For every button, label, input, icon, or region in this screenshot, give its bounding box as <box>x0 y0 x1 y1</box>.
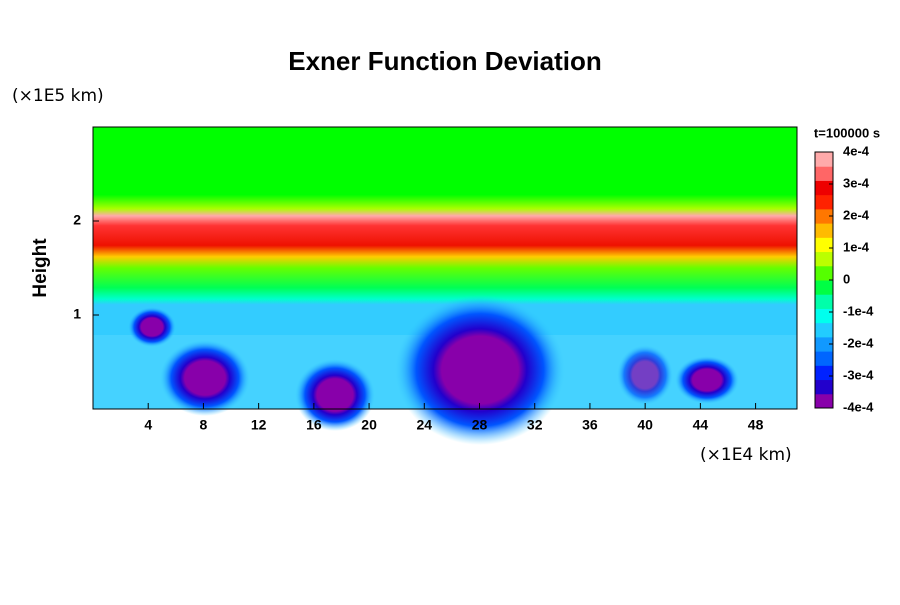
colorbar-tick-label: 1e-4 <box>843 239 870 254</box>
y-axis-label: Height <box>30 238 51 298</box>
colorbar-band <box>815 180 833 196</box>
field-low <box>295 359 375 431</box>
colorbar-band <box>815 322 833 338</box>
colorbar-tick-label: 3e-4 <box>843 175 870 190</box>
colorbar-band <box>815 265 833 281</box>
colorbar-tick-label: 2e-4 <box>843 207 870 222</box>
colorbar-band <box>815 308 833 324</box>
plot-frame <box>92 126 798 410</box>
colorbar-band <box>815 294 833 309</box>
colorbar-band <box>815 152 833 167</box>
colorbar-band <box>815 351 833 366</box>
colorbar-band <box>815 208 833 224</box>
x-tick-label: 4 <box>144 417 152 433</box>
colorbar-band <box>815 251 833 267</box>
y-tick-label: 2 <box>73 212 81 228</box>
colorbar-band <box>815 393 833 409</box>
x-tick-label: 24 <box>417 417 433 433</box>
x-unit: (×1E4 km) <box>700 445 792 465</box>
colorbar-band <box>815 237 833 253</box>
colorbar-band <box>815 194 833 210</box>
x-tick-label: 48 <box>748 417 764 433</box>
colorbar-tick-label: -3e-4 <box>843 367 874 382</box>
x-tick-label: 32 <box>527 417 543 433</box>
x-tick-label: 44 <box>693 417 709 433</box>
x-tick-label: 28 <box>472 417 488 433</box>
colorbar-band <box>815 336 833 352</box>
colorbar-band <box>815 166 833 181</box>
colorbar-tick-label: 4e-4 <box>843 143 870 158</box>
field-low <box>128 307 176 347</box>
colorbar-tick-label: 0 <box>843 271 850 286</box>
x-tick-label: 8 <box>200 417 208 433</box>
y-unit: (×1E5 km) <box>12 86 104 106</box>
field-low <box>675 356 739 404</box>
colorbar-band <box>815 379 833 395</box>
colorbar-title: t=100000 s <box>814 125 880 140</box>
x-tick-label: 16 <box>306 417 322 433</box>
colorbar-band <box>815 223 833 238</box>
colorbar-tick-label: -2e-4 <box>843 335 874 350</box>
x-tick-label: 36 <box>582 417 598 433</box>
x-tick-label: 20 <box>361 417 377 433</box>
field-low <box>395 295 565 445</box>
x-tick-label: 12 <box>251 417 267 433</box>
colorbar-tick-label: -4e-4 <box>843 399 874 414</box>
colorbar-band <box>815 280 833 295</box>
colorbar-tick-label: -1e-4 <box>843 303 874 318</box>
field-low <box>160 340 250 416</box>
chart-title: Exner Function Deviation <box>288 46 602 76</box>
colorbar-band <box>815 365 833 381</box>
field-low <box>617 345 673 405</box>
field <box>92 126 798 445</box>
y-tick-label: 1 <box>73 306 81 322</box>
x-tick-label: 40 <box>637 417 653 433</box>
